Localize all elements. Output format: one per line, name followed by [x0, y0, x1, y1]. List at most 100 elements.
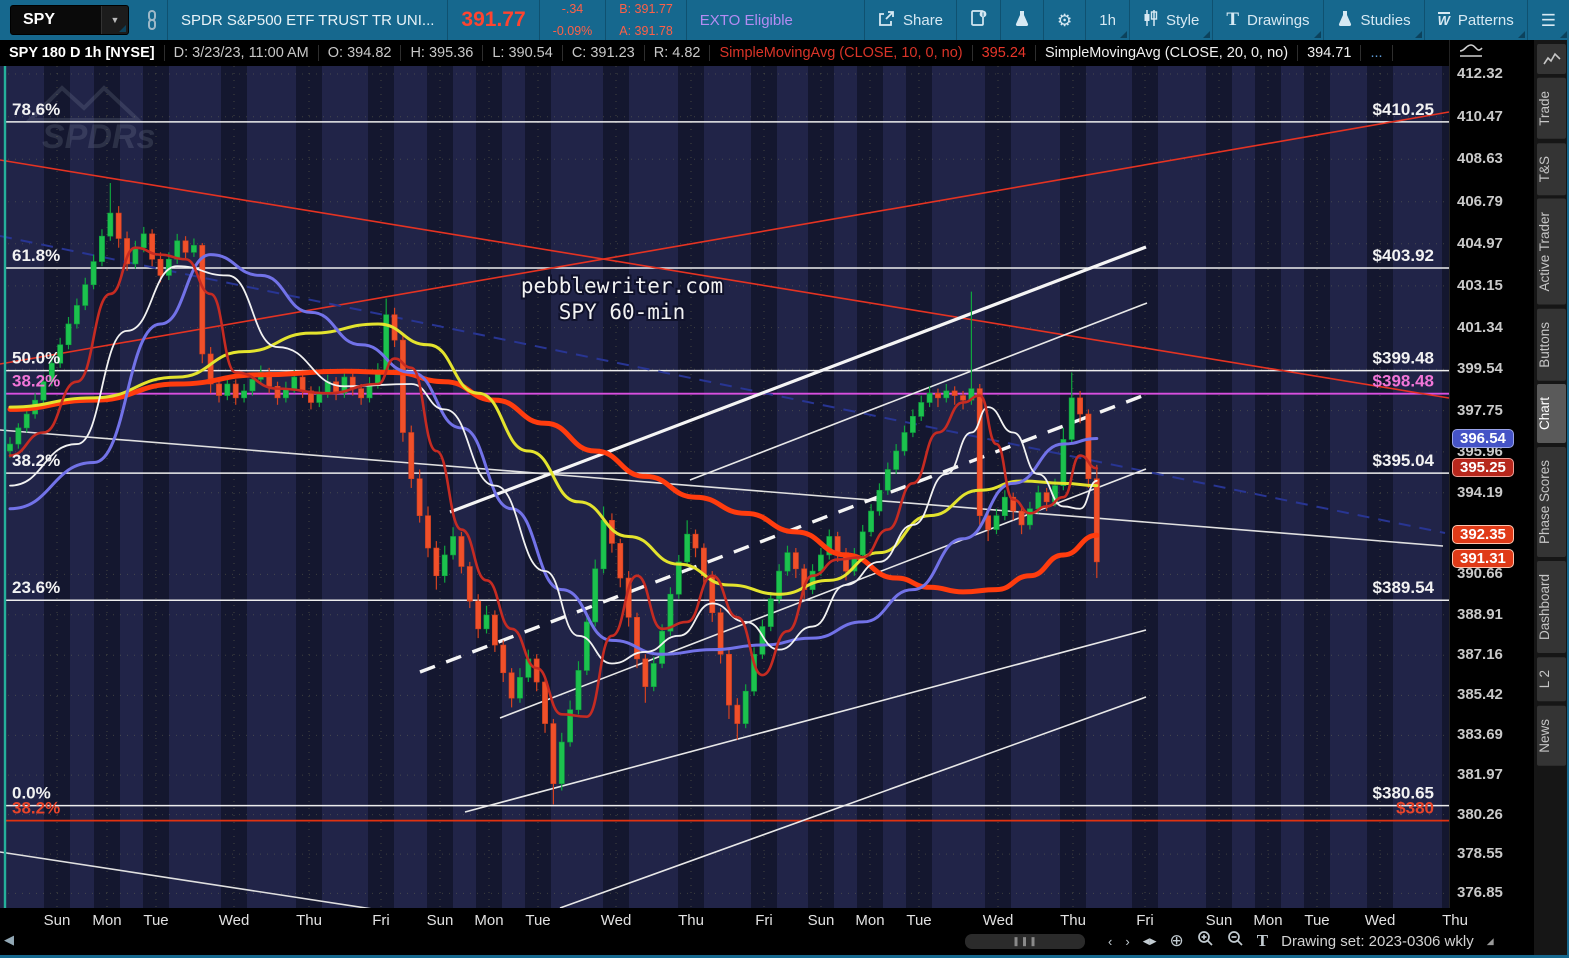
x-axis-day-label: Fri [1136, 912, 1154, 929]
x-axis-day-label: Sun [426, 912, 454, 929]
legend-item[interactable]: ... [1361, 45, 1393, 61]
legend-item[interactable]: SimpleMovingAvg (CLOSE, 20, 0, no) [1036, 45, 1299, 61]
x-axis-day-label: Thu [1060, 912, 1086, 929]
pan-icon[interactable]: ◀▶ [1142, 935, 1157, 946]
legend-item: O: 394.82 [319, 45, 402, 61]
svg-text:$410.25: $410.25 [1373, 100, 1434, 119]
share-button[interactable]: Share [865, 0, 956, 40]
axis-tick-label: 376.85 [1457, 884, 1503, 902]
settings-button[interactable]: ⚙ [1044, 0, 1085, 40]
bottom-bar: Sun Mon Tue Wed Thu Fri Sun Mon Tue Wed Thu Fri Sun M… [0, 908, 1534, 955]
sidebar-tab-active-trader[interactable]: Active Trader [1537, 199, 1566, 305]
svg-text:pebblewriter.com: pebblewriter.com [521, 274, 723, 298]
axis-price-bubble: 395.25 [1452, 458, 1514, 478]
drawing-set-expand-icon[interactable]: ◢ [1486, 935, 1494, 946]
axis-price-bubble: 396.54 [1452, 428, 1514, 448]
page-right-icon[interactable]: › [1125, 933, 1130, 949]
symbol-input[interactable]: SPY [23, 11, 56, 28]
timeframe-button[interactable]: 1h [1086, 0, 1129, 40]
axis-tick-label: 390.66 [1457, 565, 1503, 583]
zoom-in-icon[interactable] [1197, 930, 1214, 952]
sidebar-tab-buttons[interactable]: Buttons [1537, 308, 1566, 381]
patterns-button[interactable]: W Patterns [1425, 0, 1527, 40]
drawings-button[interactable]: T Drawings [1213, 0, 1322, 40]
axis-tick-label: 410.47 [1457, 107, 1503, 125]
axis-tick-label: 380.26 [1457, 805, 1503, 823]
page-left-icon[interactable]: ‹ [1108, 933, 1113, 949]
drawing-set-label[interactable]: Drawing set: 2023-0306 wkly [1281, 932, 1474, 950]
axis-corner [1449, 40, 1534, 66]
toolbar-separator [605, 0, 607, 40]
chart-menu-button[interactable]: ☰ [1528, 0, 1569, 40]
sidebar-tab-dashboard[interactable]: Dashboard [1537, 561, 1566, 654]
sma-mid-blue [8, 253, 1099, 656]
analysis-flask-button[interactable] [1001, 0, 1043, 40]
axis-tick-label: 397.75 [1457, 401, 1503, 419]
x-axis-day-label: Sun [807, 912, 835, 929]
scroll-left-icon[interactable]: ◀ [4, 932, 14, 947]
change-value: -.34 [561, 1, 584, 16]
legend-item: L: 390.54 [483, 45, 563, 61]
top-toolbar: SPY ▼ SPDR S&P500 ETF TRUST TR UNI... 39… [0, 0, 1569, 40]
sidebar-tab-trade[interactable]: Trade [1537, 78, 1566, 139]
fib-level-labels: 78.6% $410.25 61.8% $403.92 50.0% $399.48 38.2… [12, 100, 1435, 818]
moving-average-overlays [7, 246, 1100, 718]
axis-tick-label: 394.19 [1457, 483, 1503, 501]
horizontal-scrollbar[interactable]: ❚❚❚ [965, 934, 1085, 949]
symbol-selector[interactable]: SPY ▼ [10, 5, 130, 35]
last-price: 391.77 [461, 8, 526, 31]
x-axis-day-label: Mon [855, 912, 885, 929]
x-axis-day-label: Wed [218, 912, 250, 929]
legend-item: 394.71 [1298, 45, 1362, 61]
chart-nav-controls: ‹ › ◀▶ ⊕ T Drawing set: 2023-0306 wkly ◢ [1108, 930, 1494, 952]
x-axis-day-label: Tue [143, 912, 169, 929]
text-label-icon[interactable]: T [1256, 931, 1269, 950]
svg-text:SPY 60-min: SPY 60-min [559, 300, 685, 324]
svg-text:SPDRs: SPDRs [42, 118, 155, 156]
sidebar-tab-news[interactable]: News [1537, 705, 1566, 766]
trendlines[interactable] [0, 111, 1449, 908]
flask-icon [1014, 9, 1030, 31]
x-axis-day-label: Fri [755, 912, 773, 929]
link-icon[interactable] [137, 0, 167, 40]
sidebar-tab-l-2[interactable]: L 2 [1537, 657, 1566, 702]
svg-text:78.6%: 78.6% [12, 100, 60, 119]
x-axis-day-label: Wed [982, 912, 1014, 929]
crosshair-icon[interactable]: ⊕ [1169, 931, 1184, 950]
change-percent: -0.09% [552, 24, 593, 38]
window-frame-bottom [0, 955, 1569, 958]
axis-tick-label: 404.97 [1457, 234, 1503, 252]
legend-item[interactable]: SPY 180 D 1h [NYSE] [0, 45, 165, 61]
studies-button[interactable]: Studies [1324, 0, 1424, 40]
price-change: -.34 -0.09% [540, 0, 606, 40]
axis-tick-label: 385.42 [1457, 686, 1503, 704]
x-axis-day-label: Mon [1253, 912, 1283, 929]
notes-button[interactable]: i [957, 0, 1000, 40]
axis-tick-label: 401.34 [1457, 318, 1503, 336]
svg-text:38.2%: 38.2% [12, 799, 60, 818]
style-button[interactable]: Style [1130, 0, 1212, 40]
legend-item[interactable]: SimpleMovingAvg (CLOSE, 10, 0, no) [710, 45, 973, 61]
sidebar-tab-phase-scores[interactable]: Phase Scores [1537, 447, 1566, 558]
axis-tick-label: 403.15 [1457, 276, 1503, 294]
svg-text:i: i [982, 11, 984, 18]
sma20-white [9, 265, 1098, 665]
sidebar-tab-icon[interactable] [1537, 44, 1566, 74]
svg-text:$380.65: $380.65 [1373, 784, 1434, 803]
axis-tick-label: 387.16 [1457, 646, 1503, 664]
toolbar-right-group: Share i ⚙ 1h [864, 0, 1569, 40]
zoom-out-icon[interactable] [1227, 930, 1244, 952]
symbol-dropdown-caret[interactable]: ▼ [101, 6, 129, 34]
price-axis[interactable]: 412.32 410.47 408.63 406.79 404.97 403.15 401.… [1449, 65, 1535, 908]
sidebar-tab-t-s[interactable]: T&S [1537, 142, 1566, 196]
axis-tick-label: 408.63 [1457, 150, 1503, 168]
gear-icon: ⚙ [1057, 10, 1073, 30]
ask-value: A: 391.78 [619, 24, 673, 38]
candle-style-icon [1143, 9, 1158, 31]
axis-tick-label: 406.79 [1457, 192, 1503, 210]
sidebar-tab-chart[interactable]: Chart [1537, 384, 1566, 444]
axis-settings-icon[interactable] [1458, 43, 1484, 64]
patterns-icon: W [1437, 11, 1450, 28]
